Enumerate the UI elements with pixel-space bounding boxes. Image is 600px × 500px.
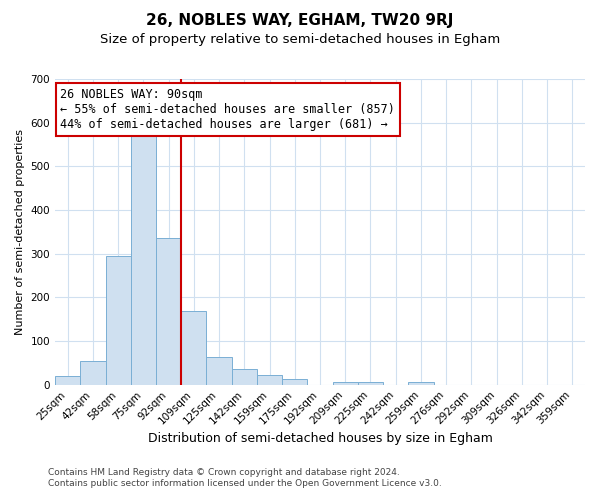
Text: Contains HM Land Registry data © Crown copyright and database right 2024.
Contai: Contains HM Land Registry data © Crown c… — [48, 468, 442, 487]
Text: Size of property relative to semi-detached houses in Egham: Size of property relative to semi-detach… — [100, 32, 500, 46]
Bar — [156, 238, 181, 384]
Bar — [358, 382, 383, 384]
Bar — [206, 357, 232, 384]
Bar — [257, 375, 282, 384]
Bar — [282, 378, 307, 384]
Bar — [232, 368, 257, 384]
Y-axis label: Number of semi-detached properties: Number of semi-detached properties — [15, 129, 25, 335]
Bar — [332, 382, 358, 384]
Bar — [181, 312, 206, 384]
Bar — [131, 136, 156, 384]
X-axis label: Distribution of semi-detached houses by size in Egham: Distribution of semi-detached houses by … — [148, 432, 493, 445]
Text: 26, NOBLES WAY, EGHAM, TW20 9RJ: 26, NOBLES WAY, EGHAM, TW20 9RJ — [146, 12, 454, 28]
Text: 26 NOBLES WAY: 90sqm
← 55% of semi-detached houses are smaller (857)
44% of semi: 26 NOBLES WAY: 90sqm ← 55% of semi-detac… — [61, 88, 395, 131]
Bar — [409, 382, 434, 384]
Bar — [106, 256, 131, 384]
Bar — [55, 376, 80, 384]
Bar — [80, 360, 106, 384]
